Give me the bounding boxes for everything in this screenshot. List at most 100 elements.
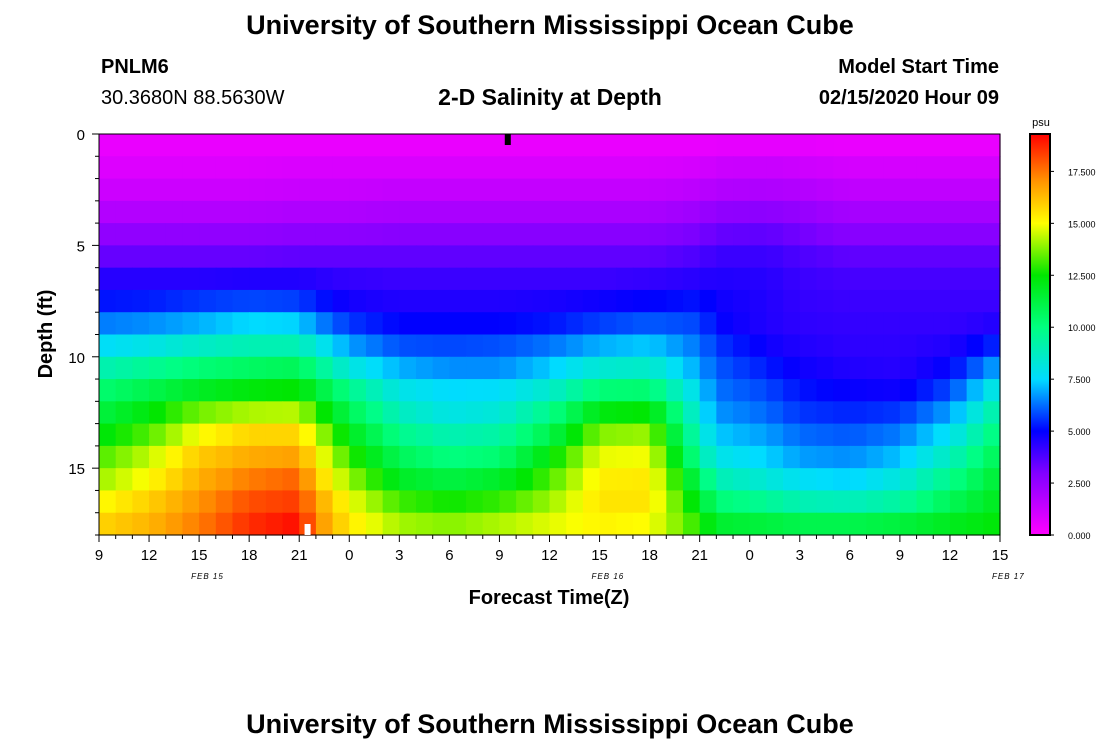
heatmap-cell bbox=[249, 200, 267, 224]
heatmap-cell bbox=[733, 379, 751, 402]
heatmap-cell bbox=[649, 468, 667, 492]
heatmap-cell bbox=[866, 178, 884, 202]
heatmap-cell bbox=[582, 423, 601, 447]
x-tick-label: 18 bbox=[241, 547, 258, 564]
heatmap-cell bbox=[966, 468, 984, 492]
heatmap-cell bbox=[165, 178, 184, 202]
heatmap-cell bbox=[532, 289, 551, 313]
heatmap-cell bbox=[716, 312, 734, 336]
heatmap-cell bbox=[482, 512, 501, 536]
heatmap-cell bbox=[349, 512, 367, 536]
heatmap-cell bbox=[799, 267, 818, 291]
heatmap-cell bbox=[449, 289, 467, 313]
heatmap-cell bbox=[516, 312, 534, 336]
heatmap-cell bbox=[466, 401, 484, 425]
heatmap-cell bbox=[482, 401, 501, 425]
heatmap-cell bbox=[666, 490, 684, 514]
heatmap-cell bbox=[833, 156, 851, 180]
heatmap-cell bbox=[833, 200, 851, 224]
x-tick-label: 9 bbox=[95, 547, 103, 564]
heatmap-cell bbox=[499, 468, 517, 492]
heatmap-cell bbox=[165, 445, 184, 469]
heatmap-cell bbox=[365, 312, 384, 336]
heatmap-cell bbox=[532, 334, 551, 358]
heatmap-cell bbox=[249, 223, 267, 246]
heatmap-cell bbox=[416, 134, 434, 157]
heatmap-cell bbox=[566, 401, 584, 425]
heatmap-cell bbox=[833, 223, 851, 246]
heatmap-cell bbox=[399, 223, 417, 246]
heatmap-cell bbox=[499, 156, 517, 180]
heatmap-cell bbox=[766, 512, 784, 536]
heatmap-cell bbox=[282, 223, 300, 246]
heatmap-cell bbox=[265, 200, 284, 224]
heatmap-cell bbox=[449, 334, 467, 358]
heatmap-cell bbox=[249, 245, 267, 269]
heatmap-cell bbox=[866, 468, 884, 492]
heatmap-cell bbox=[966, 156, 984, 180]
heatmap-cell bbox=[866, 512, 884, 536]
heatmap-cell bbox=[549, 200, 567, 224]
heatmap-cell bbox=[849, 245, 868, 269]
heatmap-cell bbox=[516, 289, 534, 313]
heatmap-cell bbox=[282, 512, 300, 536]
heatmap-cell bbox=[115, 178, 133, 202]
heatmap-cell bbox=[199, 423, 217, 447]
heatmap-cell bbox=[966, 379, 984, 402]
heatmap-cell bbox=[883, 401, 901, 425]
heatmap-cell bbox=[749, 512, 768, 536]
heatmap-cell bbox=[365, 223, 384, 246]
heatmap-cell bbox=[582, 200, 601, 224]
heatmap-cell bbox=[132, 289, 150, 313]
heatmap-cell bbox=[799, 334, 818, 358]
heatmap-cell bbox=[699, 312, 717, 336]
heatmap-cell bbox=[949, 312, 968, 336]
heatmap-cell bbox=[482, 312, 501, 336]
heatmap-cell bbox=[949, 200, 968, 224]
heatmap-cell bbox=[199, 334, 217, 358]
heatmap-cell bbox=[733, 468, 751, 492]
heatmap-cell bbox=[382, 156, 400, 180]
heatmap-cell bbox=[115, 156, 133, 180]
heatmap-cell bbox=[733, 223, 751, 246]
heatmap-cell bbox=[983, 312, 1001, 336]
heatmap-cell bbox=[399, 289, 417, 313]
heatmap-cell bbox=[482, 178, 501, 202]
heatmap-cell bbox=[566, 445, 584, 469]
heatmap-cell bbox=[215, 490, 234, 514]
x-tick-label: 3 bbox=[395, 547, 403, 564]
heatmap-cell bbox=[382, 178, 400, 202]
heatmap-cell bbox=[182, 379, 200, 402]
heatmap-cell bbox=[466, 223, 484, 246]
heatmap-cell bbox=[849, 223, 868, 246]
heatmap-cell bbox=[883, 312, 901, 336]
heatmap-cell bbox=[249, 312, 267, 336]
heatmap-cell bbox=[449, 445, 467, 469]
heatmap-cell bbox=[666, 445, 684, 469]
heatmap-cell bbox=[816, 445, 834, 469]
heatmap-cell bbox=[566, 468, 584, 492]
heatmap-cell bbox=[582, 468, 601, 492]
heatmap-cell bbox=[516, 423, 534, 447]
heatmap-cell bbox=[883, 289, 901, 313]
heatmap-cell bbox=[299, 468, 317, 492]
heatmap-cell bbox=[382, 356, 400, 380]
heatmap-cell bbox=[282, 200, 300, 224]
heatmap-cell bbox=[983, 267, 1001, 291]
heatmap-cell bbox=[399, 178, 417, 202]
heatmap-cell bbox=[933, 267, 951, 291]
heatmap-cell bbox=[983, 490, 1001, 514]
heatmap-cell bbox=[816, 178, 834, 202]
heatmap-cell bbox=[416, 512, 434, 536]
heatmap-cell bbox=[432, 379, 450, 402]
heatmap-cell bbox=[816, 289, 834, 313]
heatmap-cell bbox=[616, 490, 634, 514]
heatmap-cell bbox=[516, 334, 534, 358]
heatmap-cell bbox=[716, 267, 734, 291]
heatmap-cell bbox=[933, 356, 951, 380]
heatmap-cell bbox=[883, 178, 901, 202]
heatmap-cell bbox=[499, 379, 517, 402]
heatmap-cell bbox=[349, 468, 367, 492]
heatmap-cell bbox=[132, 356, 150, 380]
heatmap-cell bbox=[215, 223, 234, 246]
